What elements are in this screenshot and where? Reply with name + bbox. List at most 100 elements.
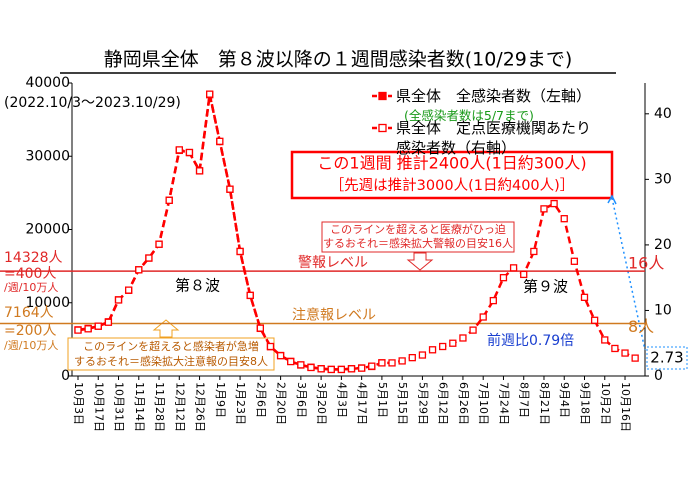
point (74, 326, 82, 334)
point (236, 247, 244, 256)
point (206, 90, 214, 98)
x-tick-label: 11月14日 (133, 382, 146, 432)
callout-arrow (611, 197, 646, 351)
last-value-label: 2.73 (650, 349, 683, 367)
point (266, 342, 275, 351)
legend-label: 県全体 定点医療機関あたり感染者数（右軸） (396, 119, 592, 157)
x-tick-label: 2月20日 (275, 382, 288, 425)
y2-tick-label: 0 (654, 368, 663, 384)
point (459, 334, 467, 342)
reference-note: するおそれ＝感染拡大注意報の目安8人 (74, 354, 268, 368)
point (621, 349, 629, 357)
point (388, 359, 396, 367)
x-tick-label: 9月18日 (579, 382, 592, 425)
point (489, 296, 497, 305)
x-tick-label: 12月12日 (173, 382, 186, 432)
point (499, 274, 508, 282)
point (185, 148, 194, 157)
point (357, 364, 366, 372)
point (114, 296, 123, 304)
last-value-box (646, 346, 688, 370)
x-tick-label: 5月29日 (416, 382, 429, 425)
x-tick-label: 12月26日 (194, 382, 207, 432)
x-tick-label: 6月12日 (437, 382, 450, 425)
reference-value-label: 16人 (628, 254, 664, 273)
reference-label: 注意報レベル (292, 307, 376, 324)
point (226, 185, 234, 193)
point (439, 342, 447, 351)
point (246, 291, 254, 300)
y-tick-label: 10000 (25, 295, 70, 311)
reference-left-label: 14328人 (4, 250, 63, 266)
arrow-head (607, 194, 617, 205)
note-arrow (152, 319, 180, 338)
point (560, 215, 568, 223)
reference-note: このラインを超えると医療がひっ迫 (330, 222, 506, 236)
point (256, 324, 264, 332)
x-tick-label: 9月4日 (558, 382, 571, 418)
point (125, 286, 133, 294)
point (479, 313, 487, 321)
x-tick-label: 10月2日 (599, 382, 612, 425)
y2-tick-label: 20 (654, 237, 672, 253)
reference-left-label: =400人 (4, 266, 56, 282)
note-box (67, 337, 275, 371)
point (307, 363, 315, 372)
x-tick-label: 4月3日 (335, 382, 348, 418)
point (94, 322, 102, 330)
point (398, 357, 406, 365)
point (550, 199, 558, 208)
week-ratio: 前週比0.79倍 (487, 332, 574, 349)
callout-text: この1週間 推計2400人(1日約300人) (317, 154, 586, 173)
point (408, 353, 416, 362)
wave-label: 第９波 (523, 278, 568, 296)
point (104, 318, 113, 326)
legend-note: (全感染者数は5/7まで) (404, 108, 534, 123)
point (317, 365, 325, 373)
y-tick-label: 0 (61, 368, 70, 384)
point (540, 205, 548, 213)
point (469, 326, 477, 334)
point (590, 316, 599, 324)
x-tick-label: 2月6日 (254, 382, 267, 418)
point (327, 365, 335, 374)
subtitle: (2022.10/3～2023.10/29) (4, 95, 181, 111)
point (347, 365, 356, 373)
x-tick-label: 10月3日 (72, 382, 85, 425)
point (135, 266, 143, 274)
point (631, 354, 639, 362)
reference-left-label: /週/10万人 (4, 281, 58, 294)
y-tick-label: 20000 (25, 222, 70, 238)
point (520, 270, 528, 279)
point (287, 357, 295, 366)
point (378, 359, 386, 367)
x-tick-label: 1月9日 (214, 382, 227, 418)
point (601, 336, 609, 344)
x-tick-label: 11月28日 (153, 382, 166, 432)
legend-label: 県全体 全感染者数（左軸） (396, 87, 592, 105)
point (195, 167, 204, 175)
reference-value-label: 8人 (628, 317, 654, 336)
y2-tick-label: 10 (654, 302, 672, 318)
reference-note: このラインを超えると感染者が急増 (83, 339, 259, 353)
x-tick-label: 1月23日 (234, 382, 247, 425)
x-tick-label: 6月26日 (457, 382, 470, 425)
point (216, 137, 224, 145)
point (530, 247, 538, 256)
y2-tick-label: 40 (654, 106, 672, 122)
x-tick-label: 8月7日 (518, 382, 531, 418)
point (297, 361, 305, 369)
legend-marker (378, 123, 387, 133)
x-tick-label: 5月1日 (376, 382, 389, 418)
x-tick-label: 3月20日 (315, 382, 328, 425)
y2-tick-label: 30 (654, 171, 672, 187)
chart-title: 静岡県全体 第８波以降の１週間感染者数(10/29まで) (104, 49, 573, 71)
point (368, 362, 376, 370)
y-tick-label: 30000 (25, 148, 70, 164)
point (418, 351, 427, 359)
note-arrow (406, 252, 434, 271)
x-tick-label: 10月17日 (92, 382, 105, 432)
reference-left-label: =200人 (4, 323, 56, 339)
x-tick-label: 4月17日 (356, 382, 369, 425)
